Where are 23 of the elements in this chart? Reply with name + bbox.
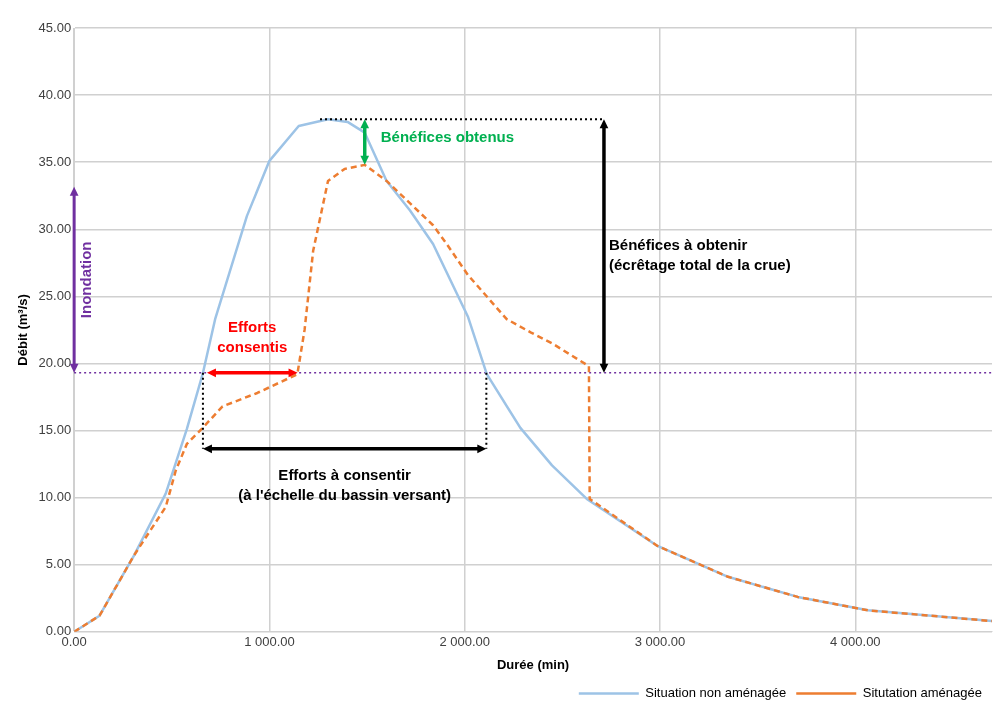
y-tick-label: 30.00 [38, 220, 72, 236]
y-tick-label: 35.00 [38, 153, 72, 169]
y-tick-label: 5.00 [45, 556, 72, 572]
annotation: Bénéfices à obtenir (écrêtage total de la crue) [608, 236, 791, 273]
annotation: Efforts à consentir (à l'échelle du bassin versant) [238, 466, 452, 503]
x-tick-label: 0.00 [61, 634, 87, 650]
annotation: Efforts consentis [217, 318, 288, 355]
y-tick-label: 10.00 [38, 489, 72, 505]
y-tick-label: 45.00 [38, 19, 72, 35]
y-tick-label: 40.00 [38, 86, 72, 102]
y-axis-title: Débit (m³/s) [15, 294, 31, 366]
annotation: Inondation [77, 241, 95, 319]
x-tick-label: 1 000.00 [244, 634, 295, 650]
y-tick-label: 25.00 [38, 287, 72, 303]
x-axis-title: Durée (min) [496, 656, 570, 672]
legend-label: Situtation aménagée [862, 685, 983, 701]
legend-label: Situation non aménagée [645, 685, 787, 701]
y-tick-label: 20.00 [38, 355, 72, 371]
x-tick-label: 3 000.00 [634, 634, 686, 650]
x-tick-label: 4 000.00 [829, 634, 881, 650]
y-tick-label: 15.00 [38, 422, 72, 438]
annotation: Bénéfices obtenus [380, 128, 515, 146]
x-tick-label: 2 000.00 [439, 634, 491, 650]
